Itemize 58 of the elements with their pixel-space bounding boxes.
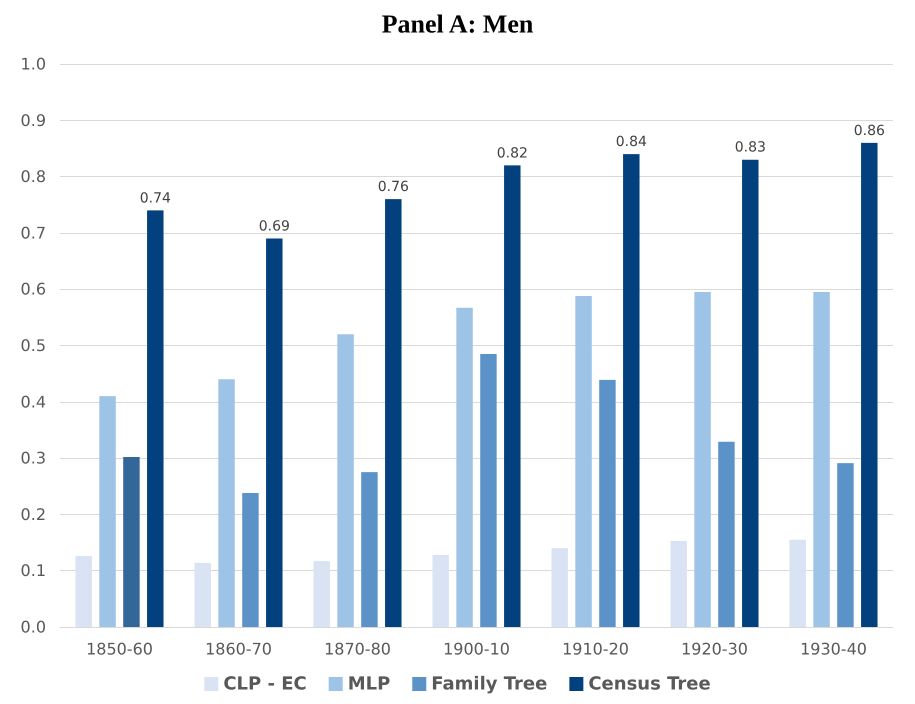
bar <box>504 165 521 627</box>
bar <box>337 334 354 627</box>
legend-label: MLP <box>348 674 390 694</box>
bar <box>147 210 164 627</box>
data-label: 0.69 <box>258 218 290 235</box>
bar <box>480 354 497 627</box>
bar <box>385 199 402 627</box>
bar <box>432 554 449 627</box>
x-tick-label: 1870-80 <box>324 640 391 658</box>
bar <box>670 540 687 627</box>
x-tick-label: 1900-10 <box>443 640 510 658</box>
y-tick-label: 0.7 <box>20 223 46 242</box>
y-tick-label: 0.1 <box>20 561 46 580</box>
bar <box>242 493 259 627</box>
data-label: 0.74 <box>140 190 171 206</box>
bar <box>75 556 92 627</box>
y-tick-label: 0.4 <box>20 392 46 412</box>
bar <box>551 548 568 627</box>
y-tick-label: 0.9 <box>20 110 46 130</box>
chart-title: Panel A: Men <box>382 10 534 38</box>
data-label: 0.86 <box>854 122 885 139</box>
bar <box>361 472 378 627</box>
data-label: 0.82 <box>496 145 528 162</box>
bar <box>575 296 592 627</box>
bar <box>313 561 330 627</box>
bar <box>623 154 640 627</box>
bar <box>789 540 806 627</box>
x-tick-label: 1850-60 <box>86 640 153 658</box>
bar <box>123 456 140 627</box>
data-label: 0.83 <box>734 140 766 156</box>
y-tick-label: 0.5 <box>20 336 46 355</box>
bar <box>456 308 473 627</box>
data-label: 0.76 <box>378 179 409 196</box>
y-tick-label: 0.2 <box>20 504 46 524</box>
y-tick-label: 0.8 <box>20 167 46 186</box>
bar <box>813 292 830 627</box>
bar <box>861 142 878 627</box>
y-tick-label: 0.6 <box>20 280 46 299</box>
bar <box>694 292 711 627</box>
legend-label: CLP - EC <box>223 674 307 694</box>
bar <box>742 160 759 627</box>
y-tick-label: 1.0 <box>20 54 46 74</box>
x-tick-label: 1860-70 <box>205 640 272 658</box>
data-label: 0.84 <box>616 134 647 150</box>
legend-label: Family Tree <box>431 674 548 694</box>
bar <box>266 238 283 627</box>
bar <box>194 562 211 627</box>
bar <box>718 442 735 627</box>
legend-label: Census Tree <box>588 674 711 694</box>
bar <box>99 396 116 627</box>
x-tick-label: 1910-20 <box>562 640 629 658</box>
y-tick-label: 0.3 <box>20 448 46 468</box>
x-tick-label: 1920-30 <box>681 640 748 658</box>
bar <box>837 463 854 627</box>
x-tick-label: 1930-40 <box>800 640 867 658</box>
y-tick-label: 0.0 <box>20 618 46 636</box>
bar <box>218 379 235 627</box>
bar <box>599 380 616 627</box>
